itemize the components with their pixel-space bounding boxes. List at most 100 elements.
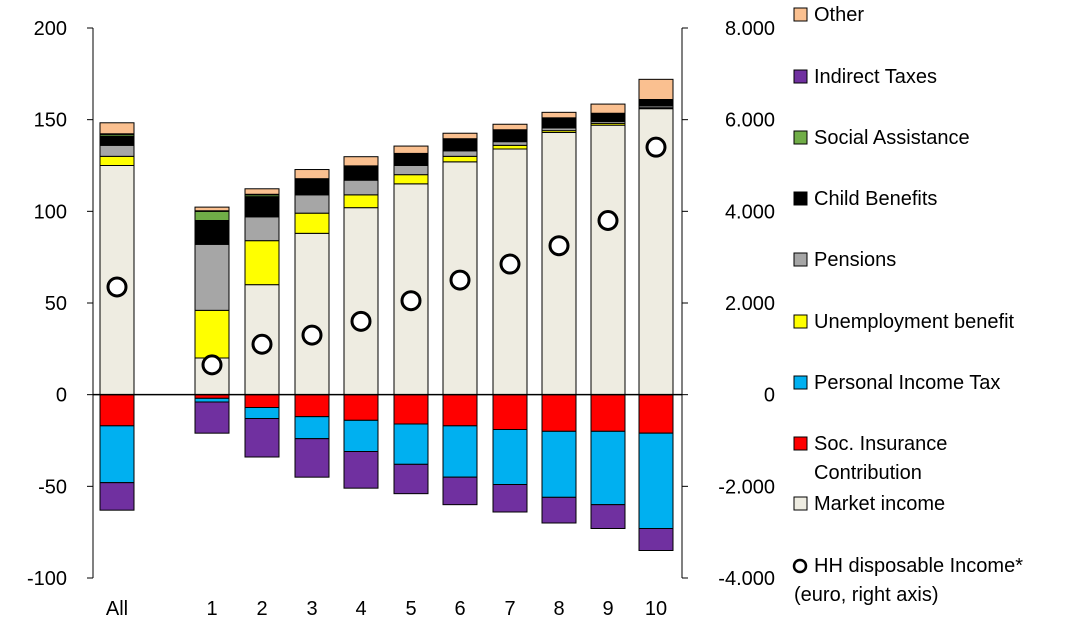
bar-segment-neg-indirect-taxes bbox=[541, 496, 577, 524]
bar-segment-neg-soc-insurance-contribution bbox=[541, 394, 577, 432]
hh-disposable-income-marker bbox=[251, 333, 273, 355]
bar-segment-neg-indirect-taxes bbox=[638, 528, 674, 551]
hh-disposable-income-marker bbox=[106, 276, 128, 298]
bar-segment-neg-indirect-taxes bbox=[294, 438, 330, 478]
bar-segment-other bbox=[194, 206, 230, 212]
bar-segment-neg-soc-insurance-contribution bbox=[393, 394, 429, 425]
bar-segment-other bbox=[244, 188, 280, 195]
bar-segment-unemployment-benefit bbox=[99, 155, 135, 166]
x-axis-category-label: 6 bbox=[454, 598, 465, 620]
bar-segment-neg-indirect-taxes bbox=[393, 463, 429, 495]
bar-segment-unemployment-benefit bbox=[244, 240, 280, 286]
x-axis-category-label: 9 bbox=[602, 598, 613, 620]
bar-segment-pensions bbox=[294, 194, 330, 214]
bar-segment-neg-indirect-taxes bbox=[590, 504, 626, 529]
legend-label: Unemployment benefit bbox=[814, 311, 1015, 333]
bar-segment-other bbox=[590, 103, 626, 114]
left-axis-tick-label: 50 bbox=[45, 293, 67, 315]
bar-segment-neg-soc-insurance-contribution bbox=[99, 394, 135, 427]
legend-label: Social Assistance bbox=[814, 127, 970, 149]
legend-label: Soc. Insurance bbox=[814, 433, 947, 455]
left-axis-tick-label: 100 bbox=[34, 201, 67, 223]
bar-segment-pensions bbox=[194, 243, 230, 311]
bar-segment-neg-indirect-taxes bbox=[194, 401, 230, 434]
x-axis-category-label: 1 bbox=[206, 598, 217, 620]
legend-swatch-circle bbox=[792, 558, 808, 574]
hh-disposable-income-marker bbox=[645, 136, 667, 158]
hh-disposable-income-marker bbox=[449, 269, 471, 291]
bar-segment-pensions bbox=[393, 165, 429, 176]
bar-segment-market-income bbox=[590, 124, 626, 396]
bar-segment-pensions bbox=[492, 141, 528, 146]
left-axis-tick-label: 200 bbox=[34, 18, 67, 40]
legend-label: Market income bbox=[814, 493, 945, 515]
hh-disposable-income-marker bbox=[350, 310, 372, 332]
bar-segment-neg-personal-income-tax bbox=[343, 419, 379, 453]
right-axis-tick-label: 4.000 bbox=[725, 201, 775, 223]
bar-segment-child-benefits bbox=[638, 99, 674, 107]
legend-swatch bbox=[793, 69, 808, 84]
hh-disposable-income-marker bbox=[400, 290, 422, 312]
bar-segment-child-benefits bbox=[492, 130, 528, 143]
legend-label: Pensions bbox=[814, 249, 896, 271]
hh-disposable-income-marker bbox=[301, 324, 323, 346]
bar-segment-market-income bbox=[343, 207, 379, 396]
x-axis-category-label: 8 bbox=[553, 598, 564, 620]
bar-segment-neg-personal-income-tax bbox=[99, 425, 135, 484]
bar-segment-social-assistance bbox=[194, 210, 230, 221]
bar-segment-neg-personal-income-tax bbox=[492, 429, 528, 485]
bar-segment-neg-indirect-taxes bbox=[492, 484, 528, 513]
right-axis-tick-label: 2.000 bbox=[725, 293, 775, 315]
bar-segment-neg-indirect-taxes bbox=[343, 451, 379, 489]
bar-segment-neg-personal-income-tax bbox=[393, 423, 429, 465]
bar-segment-market-income bbox=[541, 132, 577, 396]
bar-segment-neg-soc-insurance-contribution bbox=[294, 394, 330, 418]
x-axis-category-label: 5 bbox=[405, 598, 416, 620]
bar-segment-unemployment-benefit bbox=[294, 212, 330, 234]
left-axis-tick-label: -100 bbox=[27, 568, 67, 590]
right-axis-tick-label: 8.000 bbox=[725, 18, 775, 40]
legend-swatch bbox=[793, 130, 808, 145]
bar-segment-unemployment-benefit bbox=[492, 144, 528, 150]
bar-segment-other bbox=[638, 78, 674, 101]
legend-label: Indirect Taxes bbox=[814, 66, 937, 88]
bar-segment-neg-personal-income-tax bbox=[294, 416, 330, 440]
bar-segment-neg-personal-income-tax bbox=[590, 430, 626, 506]
bar-segment-neg-indirect-taxes bbox=[99, 482, 135, 511]
bar-segment-neg-soc-insurance-contribution bbox=[343, 394, 379, 421]
x-axis-category-label: 7 bbox=[504, 598, 515, 620]
bar-segment-neg-personal-income-tax bbox=[194, 397, 230, 403]
right-axis-tick-label: 0 bbox=[764, 385, 775, 407]
bar-segment-child-benefits bbox=[194, 220, 230, 245]
bar-segment-neg-soc-insurance-contribution bbox=[590, 394, 626, 432]
legend-swatch bbox=[793, 7, 808, 22]
bar-segment-market-income bbox=[393, 183, 429, 396]
bar-segment-neg-soc-insurance-contribution bbox=[442, 394, 478, 427]
legend-label: HH disposable Income* bbox=[814, 555, 1023, 577]
x-axis-category-label: 3 bbox=[306, 598, 317, 620]
left-axis-tick-label: -50 bbox=[38, 476, 67, 498]
hh-disposable-income-marker bbox=[597, 210, 619, 231]
bar-segment-pensions bbox=[99, 144, 135, 157]
legend-label: Personal Income Tax bbox=[814, 372, 1000, 394]
legend-swatch bbox=[793, 375, 808, 390]
legend-label: Other bbox=[814, 4, 864, 26]
bar-segment-other bbox=[541, 111, 577, 119]
bar-segment-unemployment-benefit bbox=[343, 194, 379, 209]
x-axis-category-label: 2 bbox=[256, 598, 267, 620]
right-axis-tick-label: -2.000 bbox=[718, 476, 775, 498]
bar-segment-other bbox=[442, 132, 478, 140]
legend-label-line2: Contribution bbox=[814, 462, 922, 484]
bar-segment-market-income bbox=[294, 232, 330, 396]
legend-swatch bbox=[793, 252, 808, 267]
bar-segment-neg-indirect-taxes bbox=[442, 476, 478, 506]
bar-segment-child-benefits bbox=[244, 196, 280, 218]
bar-segment-other bbox=[343, 156, 379, 167]
left-axis-tick-label: 0 bbox=[56, 385, 67, 407]
bar-segment-neg-personal-income-tax bbox=[638, 432, 674, 529]
bar-segment-neg-personal-income-tax bbox=[442, 425, 478, 478]
bar-segment-neg-personal-income-tax bbox=[244, 407, 280, 419]
bar-segment-unemployment-benefit bbox=[393, 174, 429, 185]
bar-segment-child-benefits bbox=[99, 135, 135, 146]
